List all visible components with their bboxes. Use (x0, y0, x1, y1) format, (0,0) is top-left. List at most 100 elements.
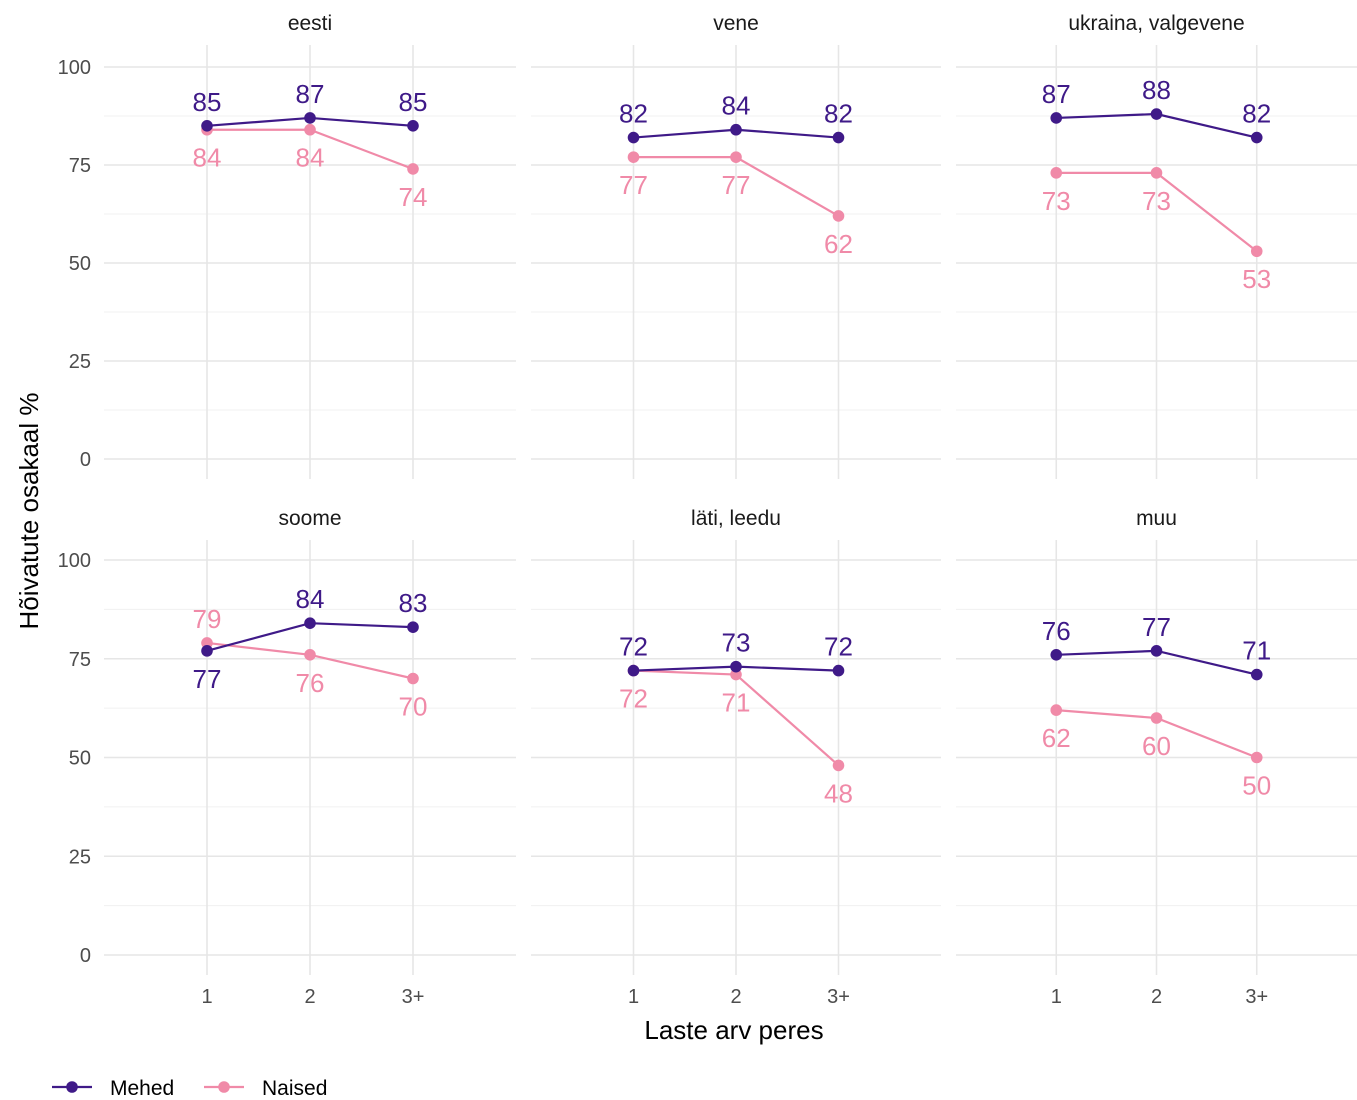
y-tick-label: 75 (69, 155, 91, 177)
y-tick-label: 0 (80, 449, 91, 471)
x-tick-label: 1 (628, 986, 639, 1008)
data-point-naised (1250, 751, 1263, 764)
panel-title: läti, leedu (691, 507, 781, 530)
data-label-mehed: 72 (619, 632, 648, 662)
data-label-mehed: 76 (1042, 616, 1071, 646)
data-label-naised: 79 (193, 604, 222, 634)
panel-3: soome 0 25 50 75 100 1 2 3+ 77 84 83 79 76 70 (58, 507, 516, 1008)
data-point-naised (1250, 245, 1263, 258)
panel-title: soome (278, 507, 341, 530)
data-label-mehed: 73 (722, 628, 751, 658)
panel-5: muu 1 2 3+ 76 77 71 62 60 50 (956, 507, 1357, 1008)
y-tick-label: 0 (80, 945, 91, 967)
y-tick-label: 25 (69, 846, 91, 868)
y-tick-label: 100 (58, 57, 91, 79)
data-label-mehed: 77 (193, 664, 222, 694)
data-point-mehed (730, 660, 742, 673)
x-tick-label: 1 (1051, 986, 1062, 1008)
data-label-naised: 73 (1042, 186, 1071, 216)
data-point-mehed (304, 617, 316, 629)
data-label-naised: 50 (1242, 771, 1271, 801)
data-label-naised: 48 (824, 778, 853, 808)
data-label-mehed: 87 (296, 79, 325, 109)
panel-title: ukraina, valgevene (1068, 12, 1244, 35)
data-point-naised (304, 649, 316, 661)
data-point-naised (1150, 712, 1163, 724)
data-point-naised (730, 151, 742, 163)
legend: Mehed Naised (52, 1077, 327, 1100)
y-tick-label: 50 (69, 253, 91, 275)
data-label-naised: 70 (399, 692, 428, 722)
data-label-naised: 71 (722, 688, 751, 718)
data-label-naised: 53 (1242, 264, 1271, 294)
data-label-mehed: 84 (722, 91, 751, 121)
data-label-mehed: 85 (399, 87, 428, 117)
data-point-mehed (407, 621, 419, 633)
data-point-mehed (304, 112, 316, 124)
data-point-naised (1050, 167, 1063, 179)
data-label-naised: 74 (399, 182, 428, 212)
x-tick-label: 3+ (1245, 986, 1268, 1008)
data-label-naised: 62 (824, 229, 853, 259)
x-tick-label: 1 (201, 986, 212, 1008)
data-label-naised: 72 (619, 684, 648, 714)
data-label-mehed: 82 (619, 99, 648, 129)
data-point-mehed (832, 664, 845, 677)
data-point-mehed (1250, 668, 1263, 681)
data-point-mehed (730, 123, 742, 136)
legend-label-mehed: Mehed (110, 1077, 174, 1100)
panel-1: vene 82 84 82 77 77 62 (531, 12, 941, 479)
data-point-mehed (1050, 112, 1063, 124)
y-tick-label: 75 (69, 649, 91, 671)
y-tick-label: 25 (69, 351, 91, 373)
panel-title: eesti (288, 12, 332, 35)
x-axis-title: Laste arv peres (644, 1015, 823, 1045)
panel-2: ukraina, valgevene 87 88 82 73 73 53 (956, 12, 1357, 479)
data-label-mehed: 77 (1142, 612, 1171, 642)
data-label-mehed: 82 (824, 99, 853, 129)
data-point-naised (627, 151, 640, 163)
data-point-mehed (407, 120, 419, 132)
data-point-naised (832, 759, 845, 772)
data-label-naised: 84 (193, 143, 222, 173)
legend-label-naised: Naised (262, 1077, 327, 1100)
x-tick-label: 3+ (402, 986, 425, 1008)
y-tick-label: 50 (69, 748, 91, 770)
data-point-mehed (201, 645, 213, 657)
data-label-mehed: 71 (1242, 636, 1271, 666)
data-label-naised: 62 (1042, 723, 1071, 753)
data-label-mehed: 88 (1142, 75, 1171, 105)
panel-title: vene (713, 12, 759, 35)
data-label-naised: 60 (1142, 731, 1171, 761)
data-point-mehed (1150, 645, 1163, 657)
x-tick-label: 3+ (827, 986, 850, 1008)
data-label-naised: 73 (1142, 186, 1171, 216)
panel-title: muu (1136, 507, 1177, 530)
data-point-mehed (627, 131, 640, 144)
data-point-mehed (1050, 649, 1063, 661)
data-point-mehed (627, 664, 640, 677)
data-label-naised: 77 (619, 170, 648, 200)
data-label-mehed: 85 (193, 87, 222, 117)
data-point-naised (1050, 704, 1063, 716)
data-point-mehed (201, 120, 213, 132)
y-axis-title: Hõivatute osakaal % (14, 392, 44, 629)
data-point-mehed (1250, 131, 1263, 144)
panel-0: eesti 0 25 50 75 100 85 87 85 84 84 74 (58, 12, 516, 479)
y-tick-label: 100 (58, 550, 91, 572)
data-label-mehed: 72 (824, 632, 853, 662)
data-point-mehed (832, 131, 845, 144)
x-tick-label: 2 (304, 986, 315, 1008)
panel-4: läti, leedu 1 2 3+ 72 73 72 72 71 48 (531, 507, 941, 1008)
legend-marker-naised (218, 1081, 230, 1093)
data-label-mehed: 82 (1242, 99, 1271, 129)
data-point-naised (304, 123, 316, 136)
legend-marker-mehed (66, 1081, 78, 1093)
data-label-naised: 76 (296, 668, 325, 698)
data-label-naised: 84 (296, 143, 325, 173)
data-point-naised (407, 163, 419, 175)
data-point-naised (407, 672, 419, 685)
data-label-naised: 77 (722, 170, 751, 200)
x-tick-label: 2 (1151, 986, 1162, 1008)
